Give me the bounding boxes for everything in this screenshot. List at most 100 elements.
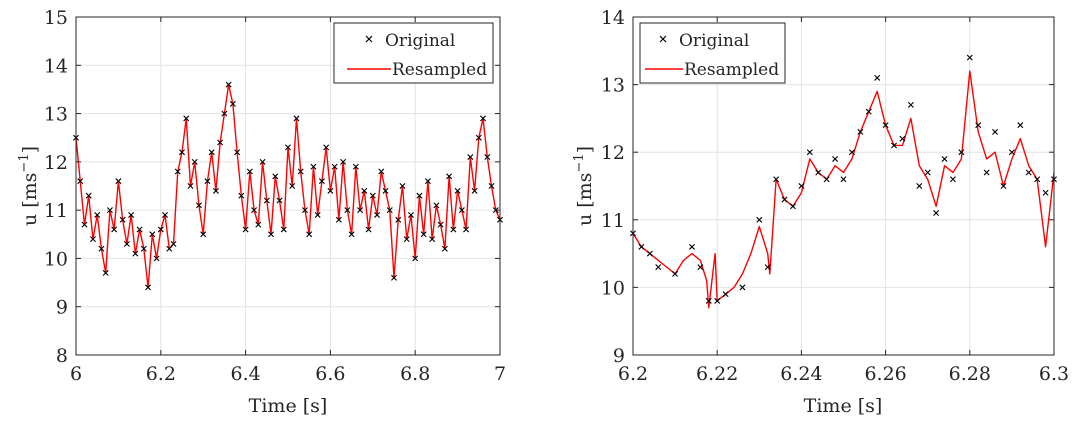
left-x-tick-label: 6.8 <box>400 363 430 385</box>
right-y-axis-label: u [ms−1] <box>572 146 596 226</box>
left-original-point <box>369 192 376 199</box>
right-original-point <box>789 203 796 210</box>
left-original-point <box>255 221 262 228</box>
left-original-point <box>348 231 355 238</box>
left-y-tick-label: 12 <box>44 152 68 174</box>
left-legend-box <box>333 22 494 84</box>
left-original-point <box>318 178 325 185</box>
left-original-point <box>195 202 202 209</box>
right-original-point <box>848 149 855 156</box>
left-original-point <box>293 115 300 122</box>
right-original-point <box>899 135 906 142</box>
right-original-point <box>958 149 965 156</box>
left-original-point <box>335 216 342 223</box>
left-original-point <box>221 110 228 117</box>
right-original-point <box>806 149 813 156</box>
right-original-point <box>1017 122 1024 129</box>
left-x-tick-label: 6.2 <box>146 363 176 385</box>
right-x-tick-label: 6.3 <box>1039 363 1069 385</box>
left-original-point <box>102 269 109 276</box>
left-original-point <box>365 226 372 233</box>
left-original-point <box>174 168 181 175</box>
left-original-point <box>378 168 385 175</box>
left-legend-original-label: Original <box>385 31 455 51</box>
left-original-point <box>166 245 173 252</box>
right-original-point <box>815 169 822 176</box>
right-original-point <box>705 297 712 304</box>
left-original-point <box>98 245 105 252</box>
right-original-point <box>983 169 990 176</box>
left-original-point <box>77 178 84 185</box>
left-original-point <box>145 284 152 291</box>
left-original-point <box>407 211 414 218</box>
right-plot-area <box>630 54 1057 309</box>
left-original-point <box>285 144 291 151</box>
right-original-point <box>756 216 763 223</box>
left-original-point <box>289 183 296 189</box>
left-original-point <box>263 197 270 204</box>
right-original-point <box>949 176 956 183</box>
left-original-point <box>234 149 241 156</box>
left-x-tick-label: 7 <box>494 363 506 385</box>
right-legend: Original Resampled <box>639 22 786 84</box>
left-legend-resampled-label: Resampled <box>392 60 487 80</box>
left-original-point <box>149 231 156 238</box>
left-legend: Original Resampled <box>333 22 494 84</box>
right-y-tick-label: 12 <box>601 142 625 164</box>
left-original-point <box>306 231 313 238</box>
left-original-point <box>225 81 232 88</box>
right-original-point <box>739 284 746 291</box>
left-axes-box <box>75 16 501 356</box>
left-plot-area <box>73 81 503 291</box>
right-legend-resampled-label: Resampled <box>684 60 779 80</box>
left-original-point <box>276 197 283 204</box>
left-original-point <box>458 207 465 214</box>
left-original-point <box>454 187 461 194</box>
left-chart: 6 6.2 6.4 6.6 6.8 7 8 9 10 11 12 13 14 15 Time [s] u… <box>17 7 506 417</box>
left-original-point <box>441 245 448 252</box>
right-y-tick-label: 13 <box>601 75 625 97</box>
left-original-point <box>187 183 194 189</box>
right-original-point <box>823 176 830 183</box>
right-x-tick-label: 6.28 <box>949 363 991 385</box>
left-original-point <box>374 211 381 218</box>
left-original-point <box>340 158 347 165</box>
left-original-point <box>391 274 397 281</box>
right-axes-box <box>632 16 1055 356</box>
right-original-point <box>907 101 914 108</box>
left-original-point <box>323 144 330 151</box>
left-original-point <box>297 168 304 175</box>
left-x-tick-label: 6.6 <box>315 363 345 385</box>
left-original-point <box>111 226 118 233</box>
left-original-point <box>480 115 487 122</box>
left-original-point <box>89 236 96 243</box>
left-original-point <box>162 211 169 218</box>
left-original-point <box>123 240 130 247</box>
right-original-point <box>916 183 923 189</box>
left-original-point <box>357 207 364 214</box>
right-x-ticks: 6.2 6.22 6.24 6.26 6.28 6.3 <box>618 17 1069 385</box>
left-original-point <box>361 187 368 194</box>
left-original-point <box>420 231 427 238</box>
left-original-point <box>81 221 88 228</box>
right-original-point <box>891 142 898 149</box>
right-legend-original-label: Original <box>679 31 749 51</box>
left-original-point <box>132 250 139 257</box>
left-original-point <box>467 154 474 161</box>
left-original-point <box>403 236 410 243</box>
left-original-point <box>437 221 444 228</box>
left-original-point <box>85 192 92 199</box>
left-x-tick-label: 6.4 <box>230 363 260 385</box>
right-original-point <box>874 74 881 81</box>
left-original-point <box>140 245 147 252</box>
left-original-point <box>429 236 436 243</box>
left-x-tick-label: 6 <box>70 363 82 385</box>
left-original-point <box>463 226 470 233</box>
right-original-point <box>672 270 679 277</box>
left-y-tick-label: 9 <box>56 297 68 319</box>
right-original-point <box>1025 169 1032 176</box>
left-original-point <box>251 207 258 214</box>
left-y-tick-label: 8 <box>56 345 68 367</box>
right-original-point <box>688 243 695 250</box>
